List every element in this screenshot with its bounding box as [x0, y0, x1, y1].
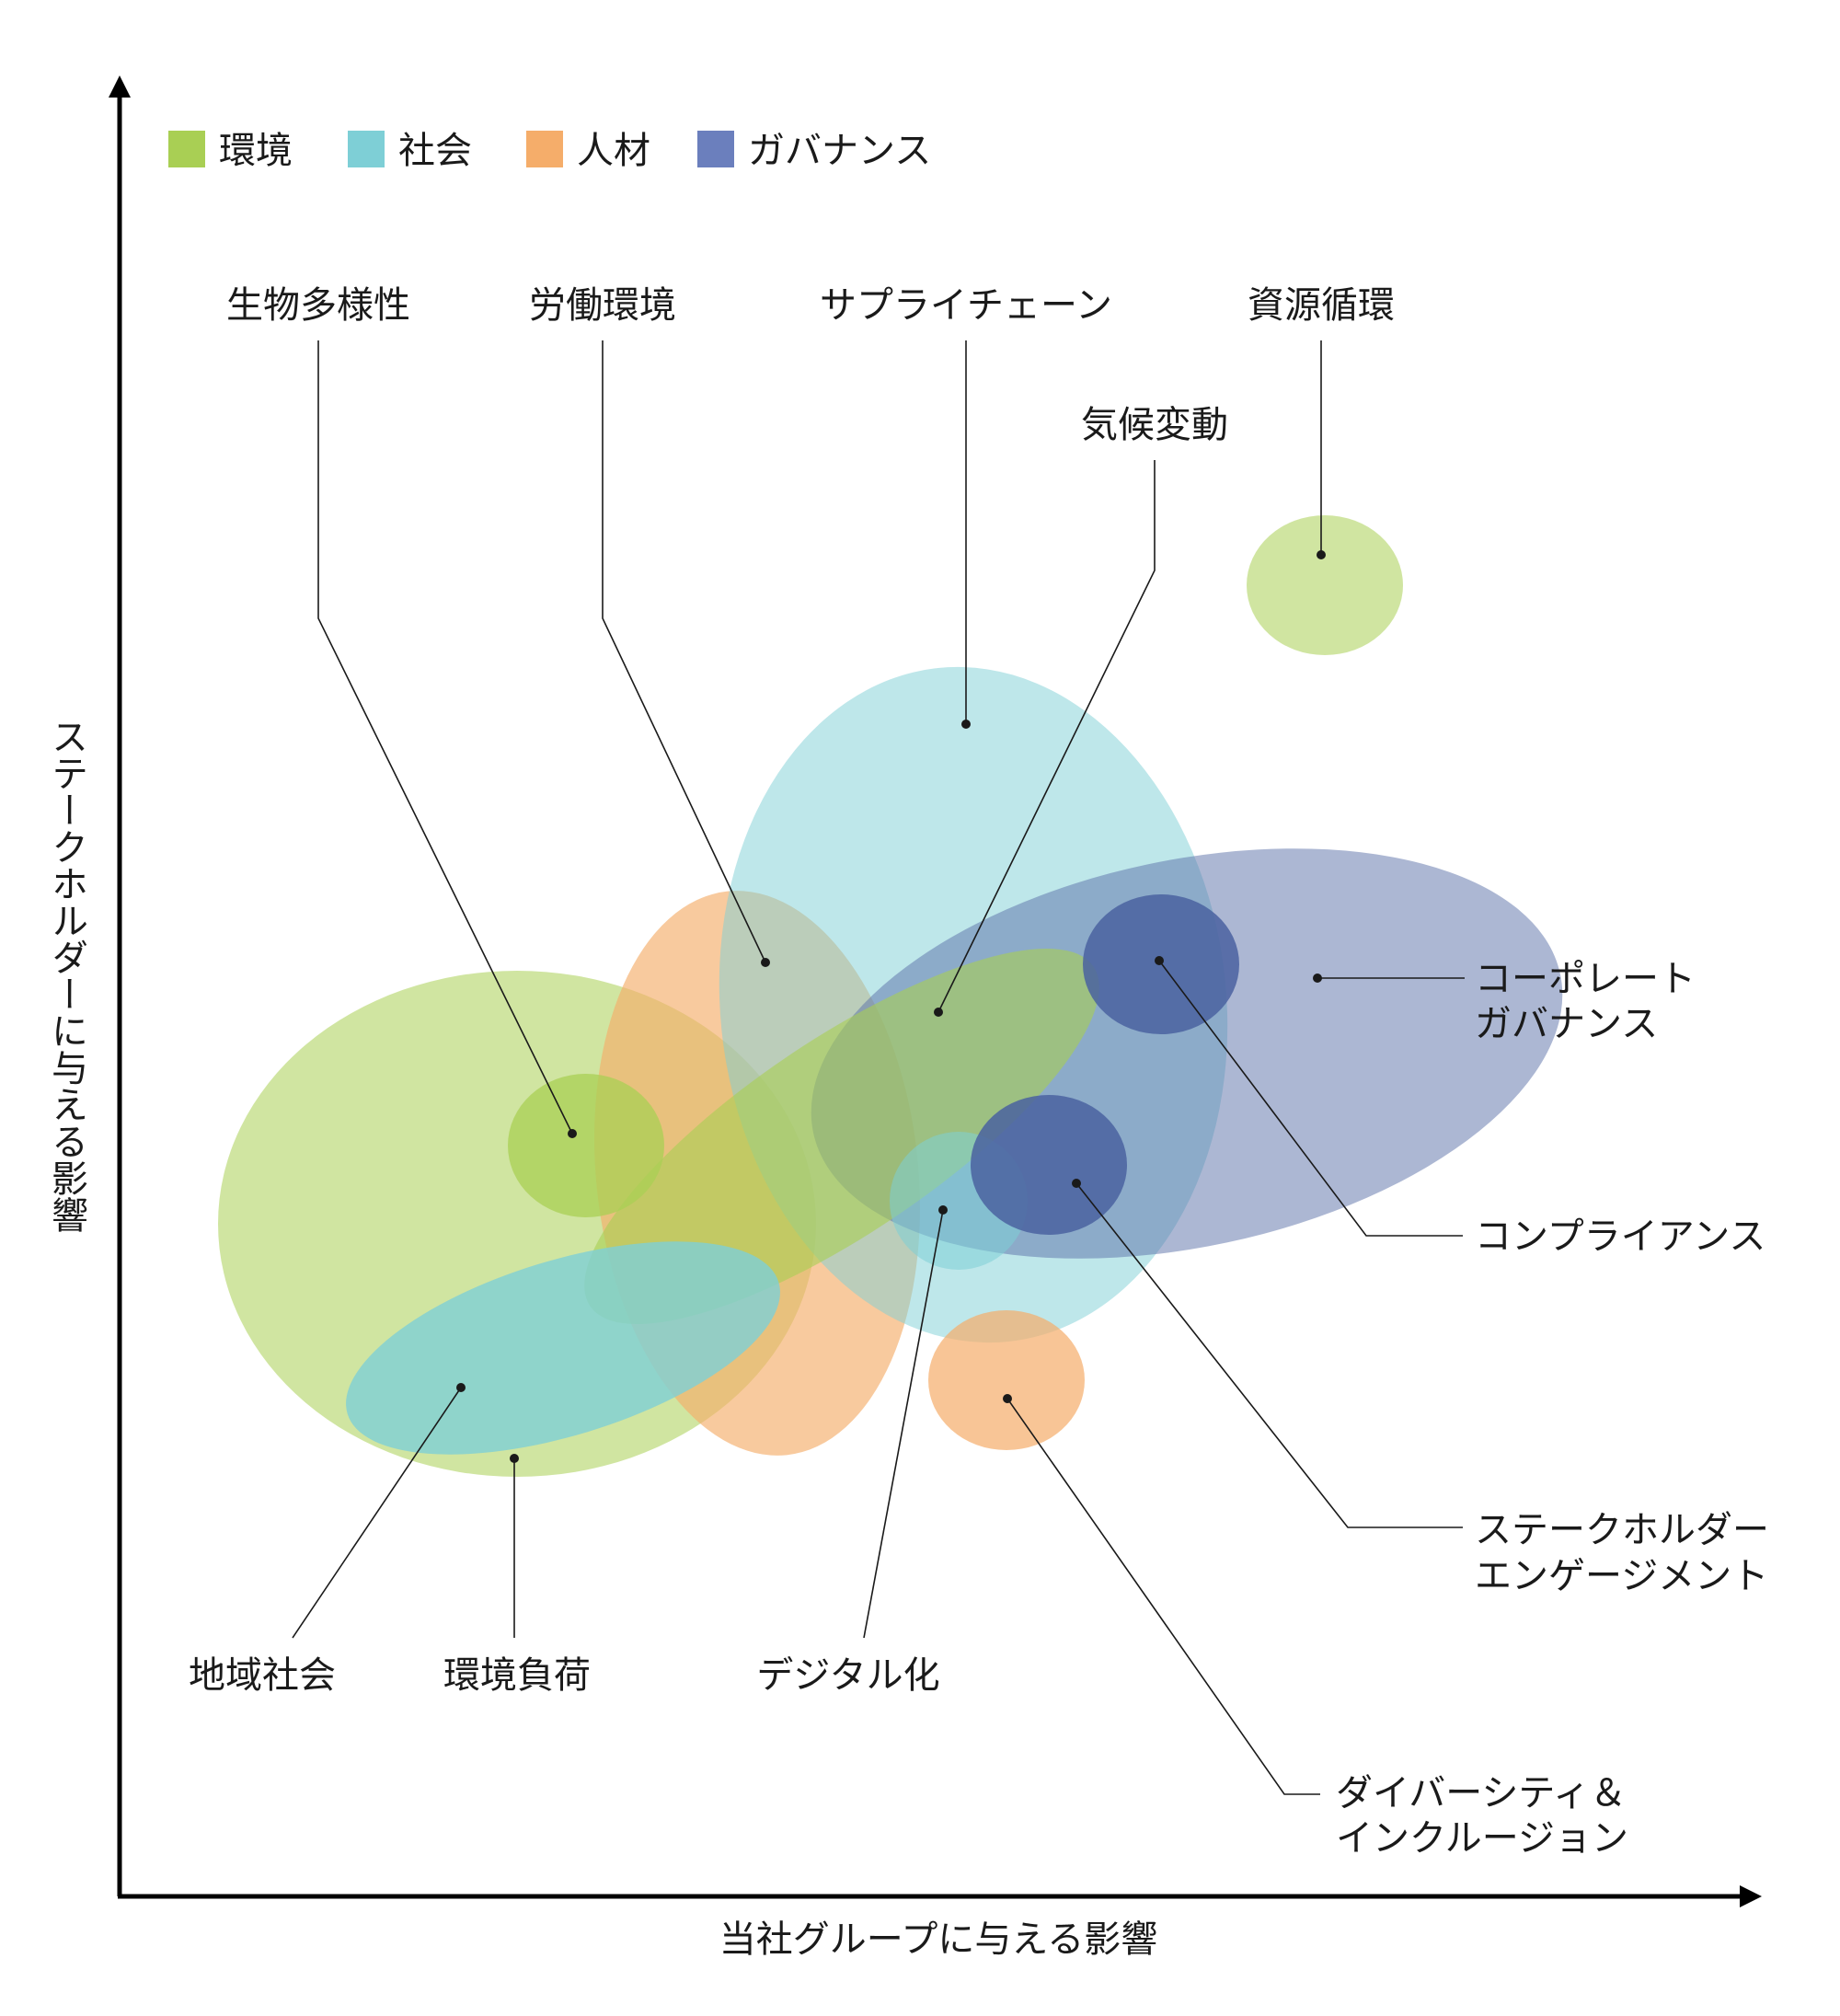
dot-diversity	[1003, 1394, 1012, 1403]
label-compliance: コンプライアンス	[1475, 1215, 1765, 1258]
legend-swatch-soc	[348, 131, 385, 167]
leader-labor	[602, 340, 766, 963]
bubble-engagement	[971, 1095, 1127, 1235]
leader-digital	[863, 1209, 944, 1639]
leader-diversity	[1006, 1398, 1320, 1795]
x-axis-arrow	[1740, 1885, 1762, 1907]
dot-corp-gov	[1313, 973, 1322, 983]
bubbles	[218, 515, 1563, 1477]
legend-label-env: 環境	[219, 130, 293, 172]
x-axis-title: 当社グループに与える影響	[719, 1918, 1157, 1961]
dot-compliance	[1155, 956, 1164, 965]
y-axis-arrow	[109, 75, 131, 98]
dot-community	[456, 1383, 466, 1392]
y-axis-title: ステークホルダーに与える影響	[45, 718, 87, 1233]
legend-label-hr: 人材	[577, 130, 650, 172]
leader-engagement	[1075, 1182, 1463, 1528]
bubble-climate	[584, 948, 1099, 1325]
legend-swatch-env	[168, 131, 205, 167]
dot-labor	[761, 958, 770, 967]
dot-resource	[1317, 550, 1326, 559]
label-climate: 気候変動	[1081, 404, 1228, 446]
dot-digital	[938, 1205, 948, 1215]
label-engagement-line2: エンゲージメント	[1475, 1555, 1768, 1597]
dot-biodiversity	[568, 1129, 577, 1138]
label-biodiversity: 生物多様性	[226, 284, 410, 327]
dot-supply-chain	[961, 720, 971, 729]
legend-swatch-hr	[526, 131, 563, 167]
bubble-biodiversity	[508, 1074, 664, 1217]
bubble-diversity	[928, 1310, 1085, 1450]
dot-env-load	[510, 1454, 519, 1463]
dot-climate	[934, 1008, 943, 1017]
label-env-load: 環境負荷	[443, 1654, 591, 1697]
label-diversity-line2: インクルージョン	[1336, 1817, 1628, 1860]
topic-labels: 生物多様性 労働環境 サプライチェーン 気候変動 資源循環 コーポレート ガバナ…	[189, 284, 1769, 1860]
leader-community	[292, 1387, 462, 1639]
axes	[109, 75, 1762, 1907]
label-resource: 資源循環	[1248, 284, 1395, 327]
bubble-resource	[1247, 515, 1403, 655]
label-corp-gov-line2: ガバナンス	[1475, 1003, 1658, 1045]
bubble-community	[346, 1241, 780, 1455]
label-digital: デジタル化	[756, 1654, 939, 1697]
leader-lines	[292, 340, 1465, 1795]
dot-engagement	[1072, 1179, 1081, 1188]
legend-label-soc: 社会	[398, 130, 472, 172]
leader-climate	[937, 460, 1156, 1013]
legend-swatch-gov	[697, 131, 734, 167]
label-engagement-line1: ステークホルダー	[1475, 1509, 1769, 1551]
legend: 環境 社会 人材 ガバナンス	[168, 130, 931, 172]
label-supply-chain: サプライチェーン	[820, 284, 1112, 327]
label-labor: 労働環境	[529, 284, 676, 327]
label-community: 地域社会	[189, 1654, 336, 1697]
label-diversity-line1: ダイバーシティ＆	[1336, 1772, 1627, 1814]
label-corp-gov-line1: コーポレート	[1475, 958, 1696, 1000]
leader-biodiversity	[317, 340, 573, 1135]
leader-compliance	[1158, 960, 1463, 1237]
legend-label-gov: ガバナンス	[748, 130, 931, 172]
dots	[456, 550, 1326, 1463]
